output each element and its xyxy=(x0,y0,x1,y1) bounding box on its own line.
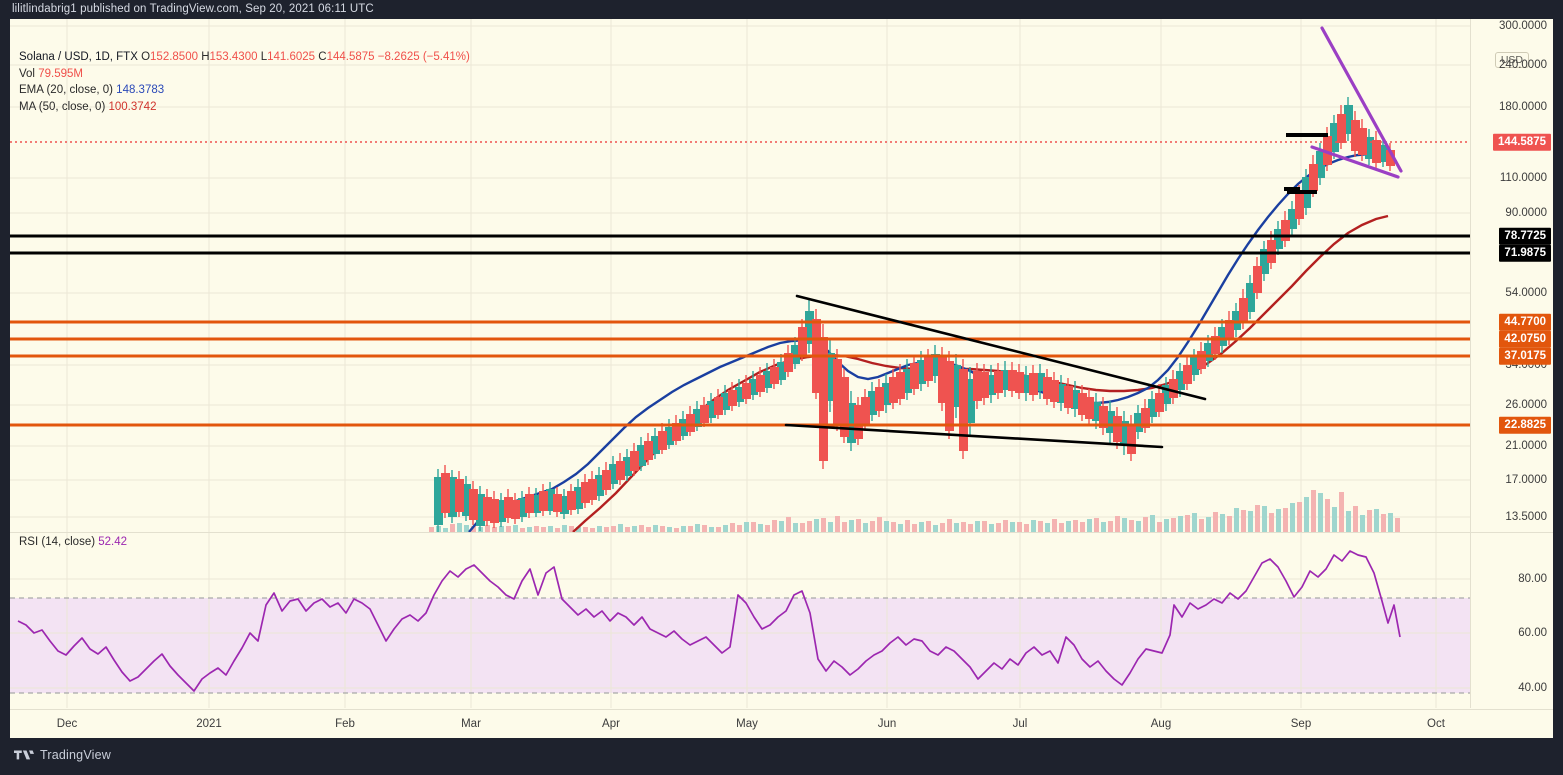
price-badge-orange[interactable]: 22.8825 xyxy=(1499,416,1551,434)
legend-volume-label: Vol xyxy=(19,67,35,80)
rsi-grid xyxy=(10,533,1470,708)
rsi-plot[interactable] xyxy=(10,533,1470,708)
price-tick: 21.0000 xyxy=(1505,440,1547,452)
legend-close-value: 144.5875 xyxy=(326,51,375,63)
rsi-legend-value: 52.42 xyxy=(98,536,128,548)
black-swing-markers xyxy=(1284,133,1328,194)
rsi-plot-svg xyxy=(10,533,1470,708)
price-tick: 90.0000 xyxy=(1505,207,1547,219)
candle-bodies xyxy=(434,105,1395,526)
legend-ema-value: 148.3783 xyxy=(116,84,165,96)
rsi-band xyxy=(10,598,1470,693)
time-tick: Aug xyxy=(1150,718,1172,730)
rsi-tick: 60.00 xyxy=(1518,627,1547,639)
legend-ma-label[interactable]: MA (50, close, 0) xyxy=(19,100,106,113)
legend-open-label: O xyxy=(141,51,151,63)
legend-ma-row: MA (50, close, 0) 100.3742 xyxy=(19,99,470,116)
legend-open-value: 152.8500 xyxy=(150,51,198,63)
price-tick: 240.0000 xyxy=(1499,59,1547,71)
time-tick: 2021 xyxy=(196,718,222,730)
price-badge-black[interactable]: 78.7725 xyxy=(1499,227,1551,245)
time-tick: Jul xyxy=(1012,718,1028,730)
price-plot-svg xyxy=(10,19,1470,532)
legend-change: −8.2625 (−5.41%) xyxy=(377,51,470,63)
rsi-line xyxy=(17,550,1401,692)
rsi-legend-label[interactable]: RSI (14, close) xyxy=(19,536,96,548)
legend-low-value: 141.6025 xyxy=(267,51,316,63)
chart-legend: Solana / USD, 1D, FTX O152.8500 H153.430… xyxy=(19,49,470,115)
price-tick: 180.0000 xyxy=(1499,101,1547,113)
currency-badge: USD xyxy=(1494,52,1529,68)
legend-low-label: L xyxy=(260,51,268,63)
price-pane[interactable]: USD 300.0000 240.0000 180.0000 110.0000 90.0… xyxy=(10,19,1553,532)
tradingview-brand[interactable]: TradingView xyxy=(14,748,111,762)
publisher-bar: lilitlindabrig1 published on TradingView… xyxy=(12,3,374,15)
legend-ema-label[interactable]: EMA (20, close, 0) xyxy=(19,84,113,96)
legend-ohlc-row: Solana / USD, 1D, FTX O152.8500 H153.430… xyxy=(19,49,470,66)
price-tick: 54.0000 xyxy=(1505,287,1547,299)
purple-wedge xyxy=(1310,26,1403,179)
rsi-axis[interactable]: 80.00 60.00 40.00 xyxy=(1470,533,1553,708)
legend-symbol[interactable]: Solana / USD, 1D, FTX xyxy=(19,51,138,63)
chart-area[interactable]: USD 300.0000 240.0000 180.0000 110.0000 90.0… xyxy=(10,19,1553,738)
tradingview-logo-icon xyxy=(14,750,34,759)
rsi-tick: 80.00 xyxy=(1518,573,1547,585)
price-badge-orange[interactable]: 37.0175 xyxy=(1499,347,1551,365)
price-tick: 110.0000 xyxy=(1499,172,1547,184)
time-tick: Mar xyxy=(461,718,481,730)
pane-separator xyxy=(10,532,1553,533)
legend-ma-value: 100.3742 xyxy=(108,100,157,113)
price-badge-red[interactable]: 144.5875 xyxy=(1493,133,1551,151)
legend-high-value: 153.4300 xyxy=(209,51,258,63)
legend-high-label: H xyxy=(201,51,210,63)
tradingview-brand-label: TradingView xyxy=(40,748,111,762)
time-tick: Dec xyxy=(56,718,78,730)
legend-volume-row: Vol 79.595M xyxy=(19,66,470,83)
price-axis[interactable]: USD 300.0000 240.0000 180.0000 110.0000 90.0… xyxy=(1470,19,1553,532)
time-tick: Sep xyxy=(1290,718,1312,730)
black-trendlines xyxy=(784,294,1207,449)
time-tick: Jun xyxy=(877,718,897,730)
time-axis[interactable]: Dec 2021 Feb Mar Apr May Jun Jul Aug Sep Oct xyxy=(10,709,1553,738)
price-badge-orange[interactable]: 42.0750 xyxy=(1499,330,1551,348)
price-tick: 13.5000 xyxy=(1505,511,1547,523)
price-badge-orange[interactable]: 44.7700 xyxy=(1499,313,1551,331)
legend-close-label: C xyxy=(318,51,327,63)
orange-level-lines xyxy=(10,320,1470,427)
price-tick: 300.0000 xyxy=(1499,20,1547,32)
volume-bars xyxy=(429,490,1400,532)
time-tick: Apr xyxy=(602,718,620,730)
candlesticks xyxy=(434,97,1395,532)
price-tick: 26.0000 xyxy=(1505,399,1547,411)
black-level-lines xyxy=(10,234,1470,255)
price-plot[interactable] xyxy=(10,19,1470,532)
price-badge-black[interactable]: 71.9875 xyxy=(1499,244,1551,262)
legend-volume-value: 79.595M xyxy=(38,67,83,80)
rsi-legend: RSI (14, close) 52.42 xyxy=(19,536,127,548)
rsi-tick: 40.00 xyxy=(1518,682,1547,694)
price-tick: 17.0000 xyxy=(1505,474,1547,486)
grid-lines xyxy=(10,19,1470,532)
legend-ema-row: EMA (20, close, 0) 148.3783 xyxy=(19,82,470,99)
time-tick: May xyxy=(736,718,758,730)
time-tick: Oct xyxy=(1427,718,1445,730)
time-tick: Feb xyxy=(335,718,355,730)
footer: TradingView xyxy=(0,738,1563,775)
rsi-pane[interactable]: 80.00 60.00 40.00 RSI (14, close) 52.42 xyxy=(10,533,1553,708)
